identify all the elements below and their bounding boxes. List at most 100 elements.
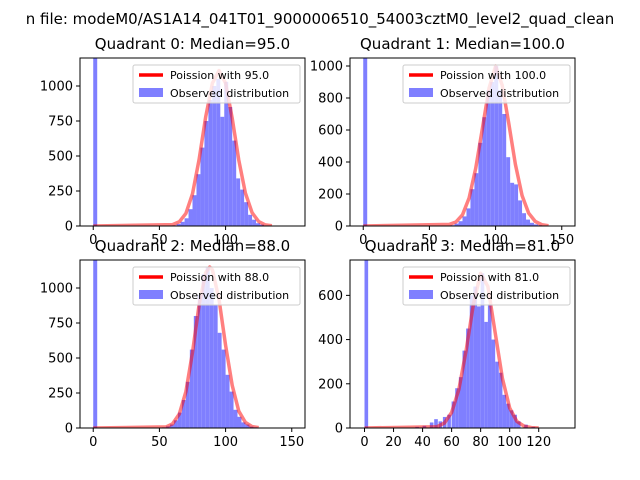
- quadrant-3-histogram-bar: [364, 260, 369, 428]
- quadrant-1-legend-label-observed: Observed distribution: [440, 87, 559, 100]
- quadrant-1-y-tick-label: 200: [318, 188, 343, 203]
- quadrant-0-y-tick-label: 0: [65, 220, 73, 235]
- quadrant-1-histogram-bar: [490, 82, 495, 226]
- quadrant-0-legend-label-observed: Observed distribution: [170, 87, 289, 100]
- quadrant-3-y-tick-label: 600: [318, 289, 343, 304]
- figure-suptitle: n file: modeM0/AS1A14_041T01_9000006510_…: [26, 10, 615, 29]
- quadrant-0-histogram-bar: [236, 178, 241, 226]
- quadrant-3-histogram-bar: [451, 401, 456, 428]
- quadrant-3-histogram-bar: [455, 388, 459, 428]
- quadrant-3-y-tick-label: 400: [318, 333, 343, 348]
- quadrant-1-histogram-bar: [478, 142, 483, 226]
- quadrant-2-axes-frame: [79, 259, 306, 429]
- quadrant-0-y-tick-label: 250: [48, 185, 73, 200]
- quadrant-1-histogram-bar: [510, 182, 515, 226]
- quadrant-1-histogram-bar: [522, 213, 527, 226]
- quadrant-0-histogram-bar: [184, 218, 189, 226]
- quadrant-3-legend-label-observed: Observed distribution: [440, 289, 559, 302]
- quadrant-2-histogram-bar: [221, 349, 226, 428]
- quadrant-3-x-tick-label: 100: [497, 435, 522, 450]
- quadrant-1-histogram-bar: [482, 117, 487, 226]
- quadrant-1-legend-label-poisson: Poission with 100.0: [440, 69, 546, 82]
- quadrant-0-histogram-bar: [192, 195, 197, 226]
- quadrant-1-histogram-bar: [506, 157, 511, 226]
- quadrant-0-histogram-bar: [216, 79, 221, 226]
- quadrant-3-panel: 0 20 40 60 80 100 120 0 200 400 600 Quadrant 3: Med…: [318, 237, 576, 450]
- quadrant-1-histogram-bar: [458, 221, 463, 226]
- quadrant-1-y-tick-label: 400: [318, 156, 343, 171]
- quadrant-1-histogram-bar: [470, 189, 475, 226]
- quadrant-0-axes-frame: [79, 57, 306, 227]
- quadrant-0-x-tick-label: 100: [213, 233, 238, 248]
- quadrant-3-legend-label-poisson: Poission with 81.0: [440, 271, 539, 284]
- quadrant-0-histogram-bar: [260, 224, 264, 226]
- quadrant-0-legend-box: [132, 64, 301, 104]
- quadrant-2-title: Quadrant 2: Median=88.0: [95, 237, 290, 255]
- quadrant-3-y-tick-label: 200: [318, 377, 343, 392]
- quadrant-3-axes-frame: [349, 259, 576, 429]
- quadrant-2-legend-box: [132, 266, 301, 306]
- quadrant-3-histogram-bar: [477, 306, 481, 428]
- quadrant-3-histogram-bar: [509, 410, 514, 428]
- quadrant-2-histogram-bar: [233, 409, 238, 428]
- quadrant-2-histogram-bar: [193, 316, 198, 428]
- quadrant-2-panel: 0 50 100 150 0 250 500 750 1000 Quadrant 2: Media…: [40, 237, 306, 450]
- quadrant-1-histogram-bar: [462, 216, 467, 226]
- quadrant-2-y-tick-label: 250: [48, 387, 73, 402]
- quadrant-3-histogram-bar: [462, 350, 467, 428]
- quadrant-3-x-tick-label: 0: [360, 435, 368, 450]
- quadrant-0-histogram-bar: [212, 86, 217, 226]
- quadrant-0-y-tick-label: 500: [48, 150, 73, 165]
- quadrant-3-x-tick-label: 20: [385, 435, 402, 450]
- quadrant-0-title: Quadrant 0: Median=95.0: [95, 35, 290, 53]
- quadrant-3-histogram-bar: [458, 377, 463, 428]
- quadrant-3-histogram-bar: [447, 414, 451, 428]
- quadrant-3-histogram-bar: [434, 419, 438, 428]
- quadrant-2-y-tick-label: 500: [48, 352, 73, 367]
- quadrant-1-y-tick-label: 800: [318, 92, 343, 107]
- quadrant-2-histogram-bar: [205, 267, 210, 428]
- quadrant-3-legend-box: [402, 266, 571, 306]
- quadrant-2-histogram-bar: [209, 288, 214, 428]
- quadrant-1-histogram-bar: [502, 114, 507, 226]
- quadrant-3-histogram-bar: [466, 328, 470, 428]
- quadrant-3-x-tick-label: 60: [443, 435, 460, 450]
- quadrant-2-y-tick-label: 1000: [40, 282, 73, 297]
- quadrant-3-x-tick-label: 120: [526, 435, 551, 450]
- quadrant-3-x-tick-label: 40: [414, 435, 431, 450]
- quadrant-2-x-tick-label: 0: [89, 435, 97, 450]
- quadrant-1-histogram-bar: [498, 90, 503, 226]
- quadrant-0-histogram-bar: [208, 100, 213, 226]
- quadrant-1-histogram-bar: [514, 184, 519, 226]
- quadrant-2-legend-patch-swatch: [139, 290, 163, 299]
- quadrant-0-x-tick-label: 0: [89, 233, 97, 248]
- quadrant-3-legend-patch-swatch: [409, 290, 433, 299]
- quadrant-0-histogram-bar: [252, 219, 257, 226]
- quadrant-1-histogram-bar: [486, 90, 491, 226]
- quadrant-1-histogram-bar: [518, 200, 523, 226]
- quadrant-2-y-tick-label: 0: [65, 422, 73, 437]
- quadrant-1-histogram-bar: [363, 58, 368, 226]
- quadrant-2-x-tick-label: 50: [151, 435, 168, 450]
- quadrant-0-histogram-bar: [232, 140, 237, 226]
- quadrant-0-histogram-bar: [200, 147, 205, 226]
- quadrant-2-histogram-bar: [237, 416, 242, 428]
- quadrant-0-y-tick-label: 1000: [40, 80, 73, 95]
- quadrant-3-histogram-bar: [498, 372, 503, 428]
- quadrant-0-histogram-bar: [248, 214, 253, 226]
- quadrant-2-y-tick-label: 750: [48, 317, 73, 332]
- quadrant-2-histogram-bar: [197, 295, 202, 428]
- quadrant-0-x-tick-label: 50: [151, 233, 168, 248]
- quadrant-0-histogram-bar: [244, 202, 249, 226]
- quadrant-1-x-tick-label: 150: [549, 233, 574, 248]
- quadrant-2-histogram-bar: [173, 420, 178, 428]
- quadrant-1-x-tick-label: 50: [421, 233, 438, 248]
- quadrant-2-histogram-bar: [217, 332, 222, 428]
- quadrant-3-title: Quadrant 3: Median=81.0: [365, 237, 560, 255]
- quadrant-1-y-tick-label: 1000: [310, 60, 343, 75]
- quadrant-3-histogram-bar: [506, 403, 510, 428]
- quadrant-0-histogram-bar: [224, 81, 229, 226]
- quadrant-2-histogram-bar: [245, 424, 250, 428]
- quadrant-0-legend-label-poisson: Poission with 95.0: [170, 69, 269, 82]
